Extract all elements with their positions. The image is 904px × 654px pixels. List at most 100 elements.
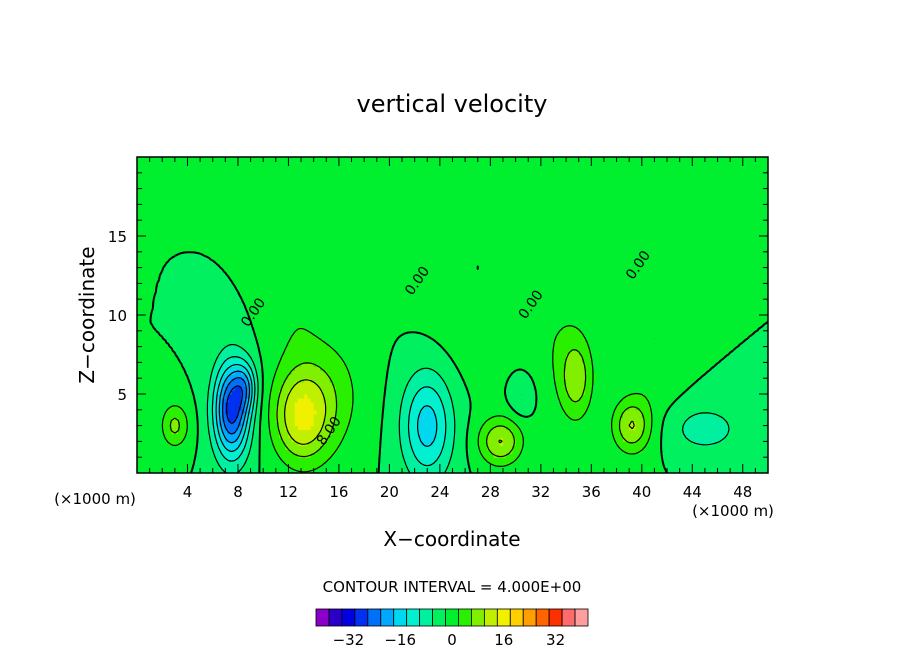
field-cell: [585, 370, 589, 375]
field-cell: [345, 421, 349, 427]
field-cell: [174, 425, 179, 431]
field-cell: [342, 413, 346, 419]
field-cell: [585, 366, 589, 371]
field-cell: [395, 457, 400, 462]
field-cell: [219, 445, 223, 450]
field-cell: [698, 394, 703, 399]
field-cell: [209, 390, 214, 395]
field-cell: [222, 366, 226, 371]
field-cell: [411, 417, 416, 423]
field-cell: [237, 413, 242, 419]
field-cell: [632, 413, 637, 419]
field-cell: [414, 409, 419, 415]
field-cell: [525, 394, 529, 399]
field-cell: [237, 465, 242, 470]
field-cell: [417, 417, 422, 423]
field-cell: [745, 346, 750, 352]
field-cell: [733, 350, 738, 356]
field-cell: [212, 366, 217, 371]
field-cell: [436, 425, 441, 431]
field-cell: [323, 453, 327, 458]
field-cell: [726, 433, 731, 439]
field-cell: [708, 374, 712, 379]
field-cell: [613, 437, 618, 442]
colorbar-tick-label: 0: [447, 631, 457, 649]
field-cell: [297, 350, 302, 356]
field-cell: [493, 445, 498, 450]
field-cell: [241, 457, 245, 462]
field-cell: [711, 465, 715, 470]
field-cell: [196, 425, 201, 431]
field-cell: [553, 342, 558, 348]
field-cell: [739, 390, 744, 395]
field-cell: [430, 358, 435, 363]
field-cell: [755, 386, 760, 391]
field-cell: [723, 370, 728, 375]
field-cell: [200, 370, 204, 375]
field-cell: [196, 283, 201, 288]
field-cell: [196, 322, 201, 328]
field-cell: [338, 366, 343, 371]
field-cell: [190, 366, 195, 371]
field-cell: [626, 417, 630, 423]
field-cell: [758, 401, 763, 407]
field-cell: [427, 354, 432, 360]
field-cell: [200, 350, 204, 356]
field-cell: [174, 330, 179, 336]
field-cell: [392, 401, 397, 407]
field-cell: [506, 453, 510, 458]
field-cell: [313, 378, 318, 383]
field-cell: [427, 390, 432, 395]
field-cell: [758, 405, 763, 411]
field-cell: [162, 429, 166, 435]
field-cell: [225, 382, 230, 387]
field-cell: [184, 259, 189, 265]
field-cell: [301, 429, 305, 435]
field-cell: [209, 386, 214, 391]
field-cell: [209, 311, 214, 316]
field-cell: [745, 390, 750, 395]
field-cell: [342, 382, 346, 387]
field-cell: [228, 279, 233, 284]
field-cell: [215, 409, 220, 415]
field-cell: [739, 350, 744, 356]
field-cell: [755, 461, 760, 466]
field-cell: [566, 382, 570, 387]
field-cell: [234, 469, 239, 473]
field-cell: [755, 342, 760, 348]
field-cell: [187, 283, 192, 288]
field-cell: [758, 461, 763, 466]
field-cell: [704, 461, 709, 466]
field-cell: [237, 394, 242, 399]
field-cell: [282, 390, 286, 395]
field-cell: [285, 358, 290, 363]
field-cell: [275, 390, 280, 395]
field-cell: [427, 437, 432, 442]
field-cell: [178, 283, 182, 288]
field-cell: [329, 449, 334, 454]
field-cell: [231, 421, 236, 427]
field-cell: [411, 461, 416, 466]
field-cell: [184, 283, 189, 288]
field-cell: [455, 441, 460, 446]
field-cell: [424, 413, 428, 419]
field-cell: [231, 366, 236, 371]
x-tick-label: 16: [329, 483, 348, 501]
field-cell: [193, 382, 198, 387]
field-cell: [629, 429, 633, 435]
field-cell: [184, 346, 189, 352]
field-cell: [386, 461, 390, 466]
field-cell: [484, 425, 488, 431]
field-cell: [389, 417, 394, 423]
field-cell: [566, 346, 570, 352]
field-cell: [310, 465, 315, 470]
field-cell: [196, 318, 201, 324]
field-cell: [171, 299, 176, 304]
field-cell: [585, 358, 589, 363]
field-cell: [701, 409, 706, 415]
field-cell: [181, 315, 185, 320]
field-cell: [278, 358, 283, 363]
field-cell: [332, 405, 337, 411]
field-cell: [616, 441, 621, 446]
field-cell: [764, 346, 768, 352]
